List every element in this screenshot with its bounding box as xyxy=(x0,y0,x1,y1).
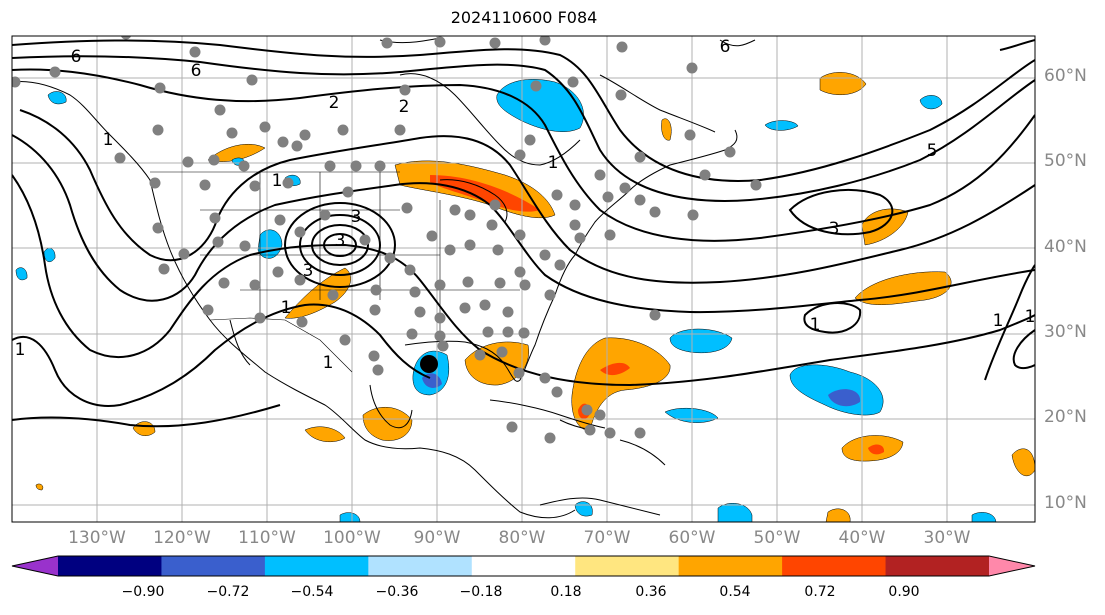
lon-label: 90°W xyxy=(413,528,461,548)
contour-label: 1 xyxy=(272,171,283,191)
colorbar-bin xyxy=(782,556,887,576)
storm-center-marker xyxy=(420,355,438,373)
colorbar-bin xyxy=(161,556,266,576)
colorbar-bin xyxy=(264,556,369,576)
lon-label: 100°W xyxy=(323,528,381,548)
colorbar-tick-label: 0.90 xyxy=(888,584,920,600)
map-frame xyxy=(11,35,1036,523)
colorbar-outline xyxy=(11,555,1036,577)
map-title: 2024110600 F084 xyxy=(450,8,598,27)
contour-label-group: 6 6 6 2 2 1 1 1 1 1 1 3 3 3 5 3 1 1 1 xyxy=(15,37,1036,373)
contour-label: 3 xyxy=(335,231,346,251)
contour-label: 2 xyxy=(399,97,410,117)
colorbar-bin xyxy=(678,556,783,576)
colorbar-tick-label: 0.18 xyxy=(550,584,582,600)
contour-label: 1 xyxy=(1025,307,1036,327)
contour-label: 1 xyxy=(323,353,334,373)
colorbar-tick-label: −0.72 xyxy=(206,584,250,600)
colorbar-bin xyxy=(885,556,990,576)
lon-label: 110°W xyxy=(238,528,296,548)
contour-label: 1 xyxy=(810,315,821,335)
contour-label: 5 xyxy=(927,141,938,161)
contour-label: 6 xyxy=(191,61,202,81)
colorbar-bin xyxy=(58,556,162,576)
contour-label: 1 xyxy=(548,153,559,173)
colorbar-tick-label: −0.18 xyxy=(459,584,503,600)
contour-label: 6 xyxy=(720,37,731,57)
graticule xyxy=(12,36,1035,522)
lon-label: 80°W xyxy=(498,528,546,548)
lat-label: 60°N xyxy=(1044,66,1087,86)
lon-label: 50°W xyxy=(753,528,801,548)
lat-label: 10°N xyxy=(1044,493,1087,513)
colorbar-tick-label: −0.54 xyxy=(290,584,334,600)
contour-label: 3 xyxy=(829,219,840,239)
colorbar-tick-label: 0.72 xyxy=(804,584,836,600)
colorbar-bin xyxy=(575,556,680,576)
borders xyxy=(150,171,520,373)
contour-label: 2 xyxy=(329,93,340,113)
lon-label: 70°W xyxy=(583,528,631,548)
colorbar-extend-low xyxy=(12,556,58,576)
lat-label: 50°N xyxy=(1044,151,1087,171)
contour-label: 1 xyxy=(281,298,292,318)
contour-label: 1 xyxy=(993,311,1004,331)
colorbar-extend-high xyxy=(989,556,1035,576)
contour-label: 3 xyxy=(303,261,314,281)
lon-label: 120°W xyxy=(153,528,211,548)
lat-label: 30°N xyxy=(1044,322,1087,342)
contour-label: 3 xyxy=(351,207,362,227)
colorbar-tick-label: 0.54 xyxy=(719,584,751,600)
colorbar-tick-label: −0.36 xyxy=(375,584,419,600)
lat-label: 40°N xyxy=(1044,237,1087,257)
colorbar-bin xyxy=(368,556,473,576)
colorbar xyxy=(11,555,1036,577)
contour-label: 1 xyxy=(103,130,114,150)
colorbar-bins xyxy=(58,556,990,576)
contour-label: 1 xyxy=(15,340,26,360)
colorbar-tick-label: −0.90 xyxy=(121,584,165,600)
contour-label: 6 xyxy=(71,47,82,67)
lon-label: 40°W xyxy=(838,528,886,548)
lon-label: 130°W xyxy=(68,528,126,548)
lon-label: 30°W xyxy=(923,528,971,548)
colorbar-tick-label: 0.36 xyxy=(635,584,667,600)
lon-label: 60°W xyxy=(668,528,716,548)
colorbar-bin xyxy=(471,556,576,576)
station-markers xyxy=(12,36,762,444)
lat-label: 20°N xyxy=(1044,407,1087,427)
